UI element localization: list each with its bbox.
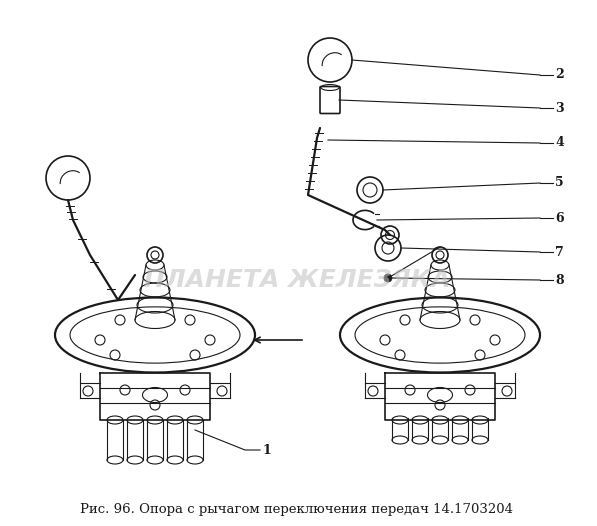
Text: 3: 3 <box>555 102 564 115</box>
Text: 5: 5 <box>555 177 564 189</box>
Text: Рис. 96. Опора с рычагом переключения передач 14.1703204: Рис. 96. Опора с рычагом переключения пе… <box>81 503 513 517</box>
Circle shape <box>384 274 392 282</box>
Text: 4: 4 <box>555 137 564 149</box>
Text: 2: 2 <box>555 68 564 82</box>
Text: ПЛАНЕТА ЖЕЛЕЗЯКА: ПЛАНЕТА ЖЕЛЕЗЯКА <box>144 268 450 292</box>
Text: 7: 7 <box>555 246 564 258</box>
Text: 1: 1 <box>263 443 272 457</box>
Text: 6: 6 <box>555 211 564 225</box>
Text: 8: 8 <box>555 274 564 287</box>
